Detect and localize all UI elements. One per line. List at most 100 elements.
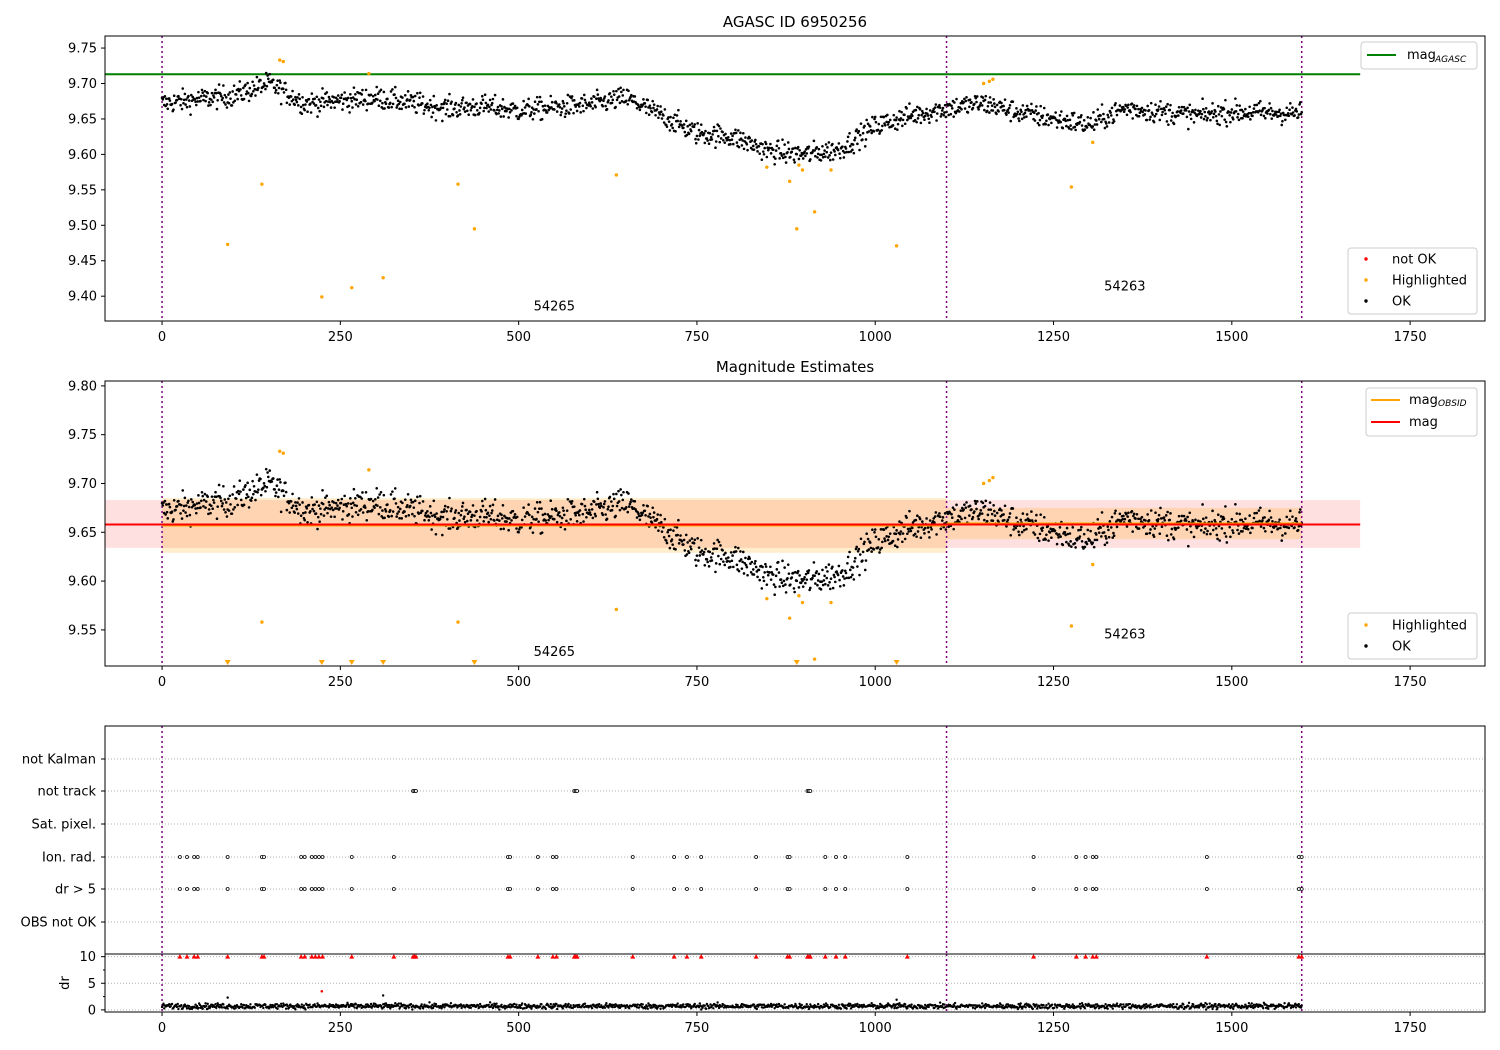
ok-point	[168, 99, 172, 102]
legend-marker	[1364, 623, 1368, 627]
ok-point	[498, 519, 501, 522]
ok-point	[981, 96, 985, 99]
ok-point	[952, 527, 955, 531]
ok-point	[163, 499, 167, 503]
ok-point	[713, 129, 717, 133]
ok-point	[376, 98, 379, 101]
ok-point	[535, 517, 538, 521]
ok-point	[197, 90, 200, 94]
ok-point	[603, 500, 607, 503]
ok-point	[274, 491, 278, 494]
ok-point	[833, 580, 837, 584]
ok-point	[707, 565, 711, 568]
ok-point	[1291, 515, 1294, 518]
ok-point	[1061, 543, 1065, 547]
ok-point	[394, 96, 398, 100]
dr-point	[344, 1005, 348, 1008]
ok-point	[1152, 535, 1156, 538]
dr-point	[448, 1004, 452, 1008]
ok-point	[227, 93, 230, 96]
ok-point	[614, 105, 617, 109]
ok-point	[674, 548, 677, 551]
ok-point	[963, 107, 967, 110]
dr-point	[870, 1002, 873, 1005]
ok-point	[667, 534, 671, 538]
ok-point	[426, 510, 429, 513]
ok-point	[1054, 111, 1057, 114]
dr-point	[561, 1007, 565, 1010]
p1-frame	[104, 35, 1486, 322]
ok-point	[478, 111, 481, 115]
ok-point	[1000, 509, 1003, 512]
ok-point	[203, 89, 207, 93]
ok-point	[373, 497, 377, 501]
ok-point	[199, 506, 202, 509]
ok-point	[640, 513, 644, 517]
ok-point	[531, 531, 535, 534]
ok-point	[177, 94, 180, 98]
ok-point	[207, 512, 210, 516]
ok-point	[1063, 531, 1067, 534]
ok-point	[501, 503, 505, 507]
ok-point	[463, 106, 466, 109]
ok-point	[485, 106, 488, 110]
dr-point	[576, 1005, 580, 1009]
ok-point	[458, 112, 462, 116]
ok-point	[667, 116, 670, 119]
ok-point	[1218, 539, 1221, 542]
dr-point	[703, 1004, 706, 1007]
flag-marker	[1031, 855, 1036, 859]
ok-point	[397, 102, 401, 106]
dr-point	[524, 1004, 527, 1007]
ok-point	[935, 119, 938, 122]
ok-point	[183, 496, 187, 500]
ok-point	[467, 113, 471, 117]
ok-point	[638, 108, 642, 112]
ok-point	[182, 101, 185, 105]
ok-point	[760, 587, 764, 590]
dr-point	[762, 1003, 766, 1006]
dr-point	[848, 1004, 851, 1008]
ok-point	[614, 514, 617, 518]
ok-point	[724, 551, 727, 555]
dr-point	[998, 1005, 1001, 1008]
ok-point	[255, 473, 259, 476]
ok-point	[735, 141, 739, 144]
ok-point	[1082, 118, 1086, 122]
ok-point	[1035, 105, 1038, 108]
ok-point	[1080, 525, 1083, 529]
ok-point	[1003, 108, 1006, 112]
ok-point	[1009, 533, 1013, 537]
ok-point	[1296, 528, 1300, 532]
ok-point	[683, 130, 687, 134]
highlighted-point	[381, 276, 385, 280]
dr-point	[777, 1002, 781, 1006]
dr-point	[583, 1002, 587, 1005]
ok-point	[174, 508, 177, 512]
highlighted-point	[800, 600, 805, 605]
ok-point	[714, 146, 717, 150]
ok-point	[404, 106, 408, 109]
ok-point	[1107, 528, 1110, 532]
ok-point	[483, 106, 486, 110]
ok-point	[303, 518, 306, 522]
ok-point	[390, 105, 393, 109]
ok-point	[1037, 123, 1041, 127]
ok-point	[608, 91, 612, 95]
ok-point	[729, 551, 733, 554]
ok-point	[291, 492, 294, 496]
ok-point	[880, 128, 883, 132]
chart-title: AGASC ID 6950256	[723, 13, 867, 31]
ok-point	[1015, 516, 1018, 519]
ok-point	[1049, 527, 1052, 531]
ok-point	[758, 152, 761, 155]
ok-point	[188, 105, 192, 108]
ok-point	[650, 110, 654, 114]
ok-point	[1224, 535, 1228, 538]
ok-point	[914, 518, 918, 522]
ok-point	[1227, 110, 1231, 114]
ok-point	[555, 101, 558, 105]
ok-point	[925, 517, 928, 520]
ok-point	[567, 112, 571, 115]
ok-point	[689, 129, 693, 133]
